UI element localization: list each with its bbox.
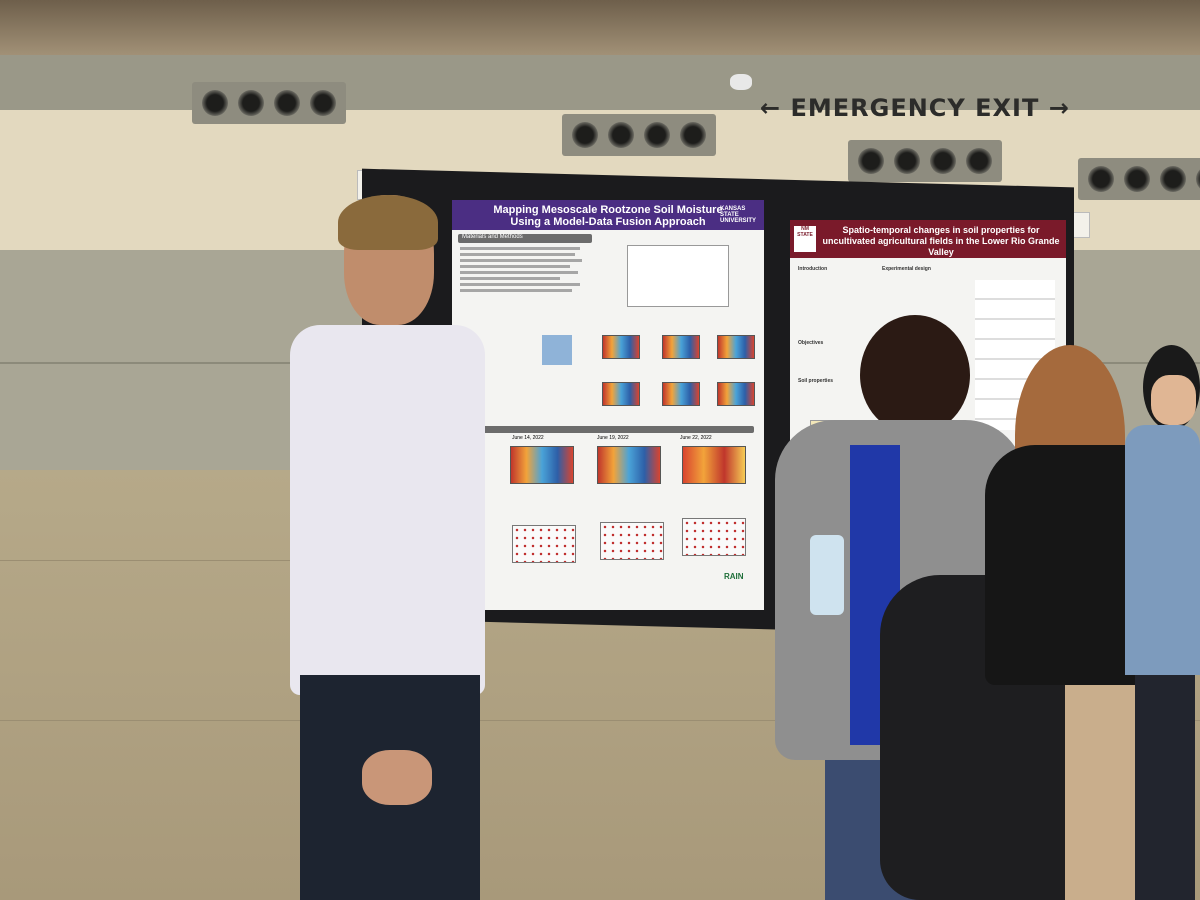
error-map [600,522,664,560]
map-date-label: June 14, 2022 [512,435,544,441]
section-header: Experimental design [882,266,931,272]
presenter-hair [338,195,438,250]
listener-head [860,315,970,435]
section-header: Introduction [798,266,828,272]
presenter-hand [362,750,432,805]
presenter [290,195,490,900]
attendee-face [1151,375,1196,425]
soil-moisture-map [682,446,746,484]
floor-seam [0,720,1200,721]
water-bottle [810,535,844,615]
attendee-right [1125,345,1200,900]
arrow-left-icon: ← [760,94,782,122]
error-map [512,525,576,563]
wall-vent-unit [192,82,346,124]
emergency-exit-sign: ← EMERGENCY EXIT → [760,94,1070,122]
soil-moisture-map [597,446,661,484]
rain-logo: RAIN [724,572,744,581]
section-header [458,426,754,433]
section-header: Soil properties [798,378,834,384]
presenter-shirt [290,325,485,695]
station-photo [542,335,572,365]
section-header: Materials and Methods [458,234,592,243]
map-date-label: June 19, 2022 [597,435,629,441]
attendee-pants [1135,675,1195,900]
soil-moisture-map [510,446,574,484]
security-camera-icon [730,74,752,90]
time-series-chart [627,245,729,307]
exit-sign-text: EMERGENCY EXIT [790,94,1040,122]
poster-soil-moisture: Mapping Mesoscale Rootzone Soil Moisture… [452,200,764,610]
university-logo: NM STATE [794,226,816,252]
section-header: Objectives [798,340,824,346]
wall-vent-unit [1078,158,1200,200]
interpolated-residuals-map [602,382,640,406]
wall-vent-unit [848,140,1002,182]
arrow-right-icon: → [1048,94,1070,122]
model-map [662,382,700,406]
ceiling [0,0,1200,62]
error-map [682,518,746,556]
fusion-product-map [717,382,755,406]
poster-title: Spatio-temporal changes in soil properti… [790,220,1066,258]
poster-title-line: Using a Model-Data Fusion Approach [510,216,706,228]
university-logo: KANSAS STATE UNIVERSITY [720,206,757,224]
attendee-denim-jacket [1125,425,1200,675]
poster-title-line: Mapping Mesoscale Rootzone Soil Moisture [493,204,723,216]
residuals-map [717,335,755,359]
wall-vent-unit [562,114,716,156]
poster-title: Mapping Mesoscale Rootzone Soil Moisture… [452,200,764,230]
map-date-label: June 22, 2022 [680,435,712,441]
model-map [662,335,700,359]
soil-moisture-map [602,335,640,359]
